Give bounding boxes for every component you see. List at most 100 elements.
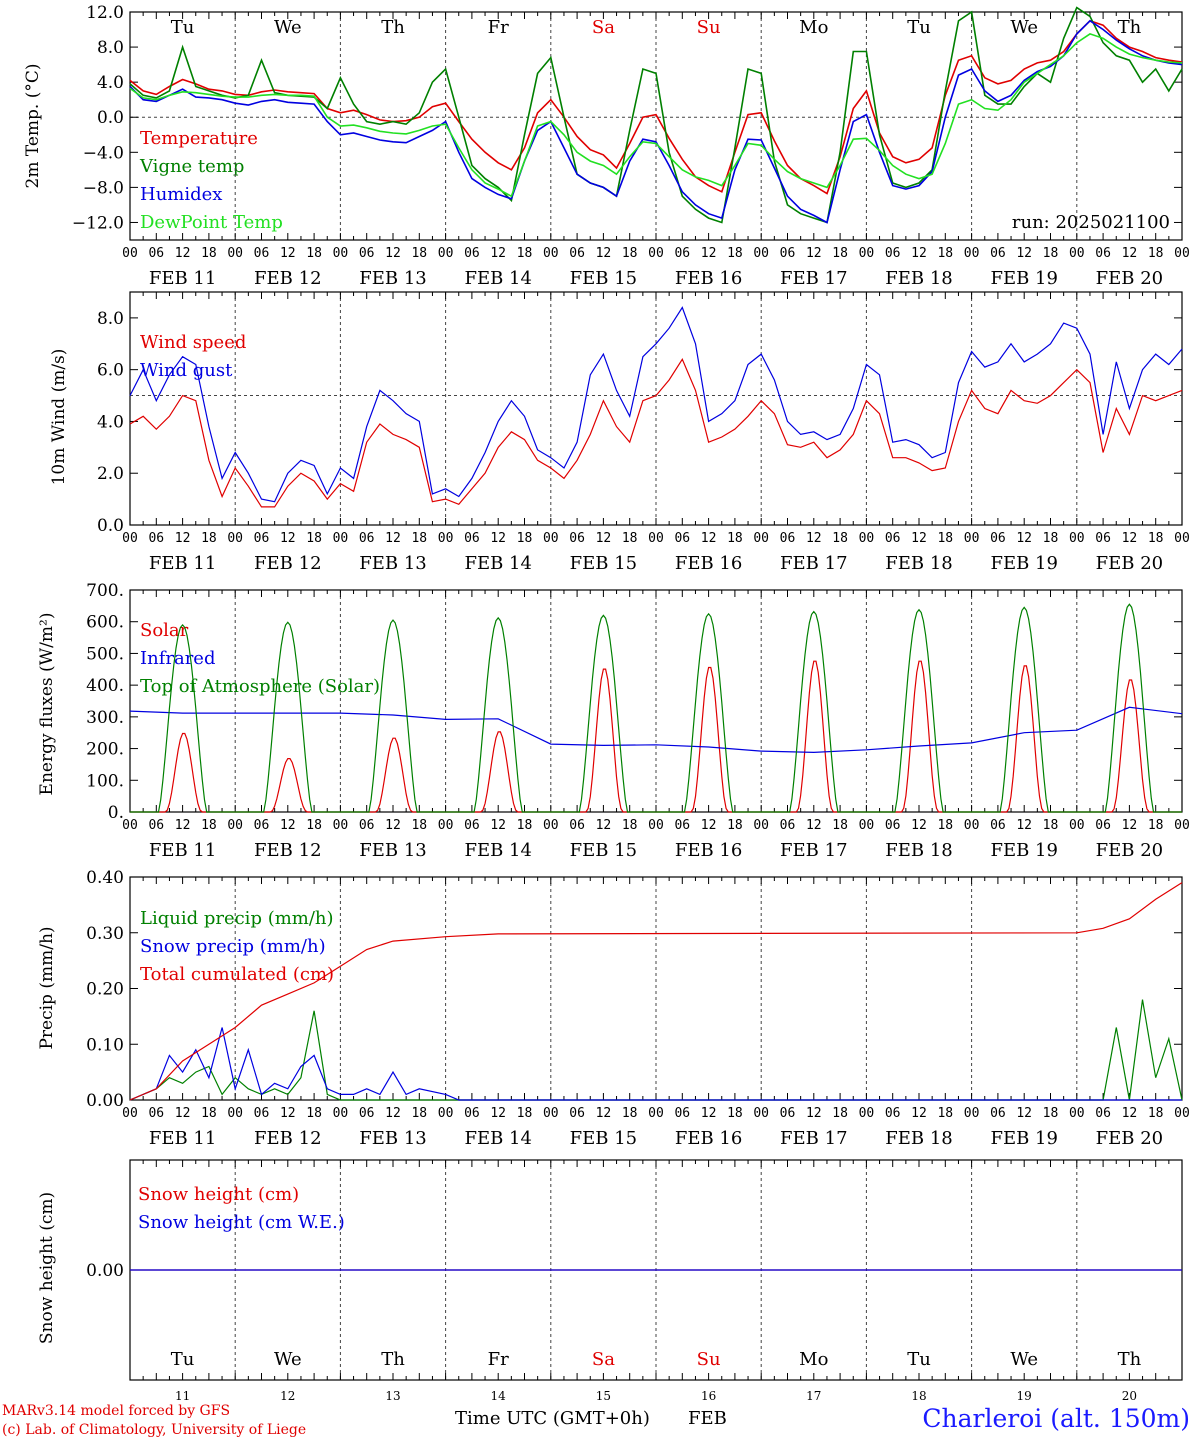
hour-tick-label: 06 xyxy=(254,531,270,546)
legend-vigne-temp: Vigne temp xyxy=(139,156,244,177)
y-tick-label: 8.0 xyxy=(97,38,124,58)
date-label: FEB 13 xyxy=(359,268,426,289)
date-label: FEB 18 xyxy=(885,553,952,574)
hour-tick-label: 00 xyxy=(333,1106,349,1121)
hour-tick-label: 12 xyxy=(175,1106,191,1121)
hour-tick-label: 00 xyxy=(753,246,769,261)
hour-tick-label: 00 xyxy=(333,531,349,546)
hour-tick-label: 18 xyxy=(517,246,533,261)
time-axis-label: Time UTC (GMT+0h) xyxy=(455,1408,650,1429)
hour-tick-label: 18 xyxy=(201,1106,217,1121)
hour-tick-label: 18 xyxy=(411,246,427,261)
hour-tick-label: 06 xyxy=(990,818,1006,833)
hour-tick-label: 18 xyxy=(1148,1106,1164,1121)
hour-tick-label: 12 xyxy=(1016,1106,1032,1121)
y-tick-label: 0.0 xyxy=(97,108,124,128)
y-tick-label: −12.0 xyxy=(72,213,124,233)
hour-tick-label: 18 xyxy=(937,531,953,546)
y-tick-label: 0.30 xyxy=(86,924,124,944)
lab-credit: (c) Lab. of Climatology, University of L… xyxy=(2,1422,306,1438)
hour-tick-label: 00 xyxy=(964,531,980,546)
weekday-label: We xyxy=(1010,1349,1038,1370)
hour-tick-label: 00 xyxy=(1174,246,1190,261)
day-number: 15 xyxy=(596,1389,611,1403)
weekday-label: Sa xyxy=(592,1349,615,1370)
hour-tick-label: 06 xyxy=(990,246,1006,261)
weekday-label: Fr xyxy=(488,1349,509,1370)
series-line xyxy=(129,33,1183,198)
hour-tick-label: 18 xyxy=(832,818,848,833)
hour-tick-label: 12 xyxy=(1122,531,1138,546)
date-label: FEB 19 xyxy=(990,1128,1057,1149)
hour-tick-label: 00 xyxy=(227,818,243,833)
legend-total-cumulated: Total cumulated (cm) xyxy=(140,964,334,985)
hour-tick-label: 18 xyxy=(411,1106,427,1121)
hour-tick-label: 18 xyxy=(306,1106,322,1121)
hour-tick-label: 00 xyxy=(543,818,559,833)
hour-tick-label: 12 xyxy=(175,246,191,261)
wind-ylabel: 10m Wind (m/s) xyxy=(49,349,69,486)
date-label: FEB 17 xyxy=(780,268,847,289)
hour-tick-label: 00 xyxy=(333,246,349,261)
date-label: FEB 14 xyxy=(464,553,531,574)
hour-tick-label: 18 xyxy=(1043,1106,1059,1121)
hour-tick-label: 12 xyxy=(806,246,822,261)
y-tick-label: 4.0 xyxy=(97,73,124,93)
weekday-label: Tu xyxy=(171,17,195,38)
hour-tick-label: 18 xyxy=(1148,818,1164,833)
hour-tick-label: 06 xyxy=(990,1106,1006,1121)
hour-tick-label: 18 xyxy=(517,818,533,833)
hour-tick-label: 12 xyxy=(385,246,401,261)
hour-tick-label: 00 xyxy=(1069,246,1085,261)
hour-tick-label: 06 xyxy=(569,818,585,833)
series-line xyxy=(129,19,1183,224)
hour-tick-label: 00 xyxy=(859,531,875,546)
legend-snow-we: Snow height (cm W.E.) xyxy=(138,1212,345,1233)
snow-ylabel: Snow height (cm) xyxy=(37,1192,57,1344)
series-line xyxy=(129,306,1183,503)
y-tick-label: −4.0 xyxy=(83,143,124,163)
hour-tick-label: 12 xyxy=(806,818,822,833)
hour-tick-label: 12 xyxy=(1016,818,1032,833)
y-tick-label: 12.0 xyxy=(86,3,124,23)
day-number: 18 xyxy=(911,1389,926,1403)
hour-tick-label: 12 xyxy=(701,246,717,261)
hour-tick-label: 00 xyxy=(1174,531,1190,546)
hour-tick-label: 06 xyxy=(885,531,901,546)
legend-dewpoint: DewPoint Temp xyxy=(140,212,283,233)
date-label: FEB 18 xyxy=(885,1128,952,1149)
y-tick-label: 2.0 xyxy=(97,464,124,484)
date-label: FEB 13 xyxy=(359,1128,426,1149)
date-label: FEB 15 xyxy=(570,1128,637,1149)
hour-tick-label: 00 xyxy=(543,246,559,261)
legend-snow-precip: Snow precip (mm/h) xyxy=(140,936,326,957)
series-line xyxy=(129,706,1183,754)
hour-tick-label: 18 xyxy=(1148,246,1164,261)
legend-solar: Solar xyxy=(140,620,189,641)
weekday-label: Tu xyxy=(907,1349,931,1370)
hour-tick-label: 12 xyxy=(280,818,296,833)
hour-tick-label: 06 xyxy=(148,531,164,546)
hour-tick-label: 18 xyxy=(727,531,743,546)
temperature-panel: 2m Temp. (°C) Temperature Vigne temp Hum… xyxy=(23,3,1190,289)
hour-tick-label: 00 xyxy=(1174,1106,1190,1121)
hour-tick-label: 06 xyxy=(148,246,164,261)
hour-tick-label: 00 xyxy=(1069,1106,1085,1121)
hour-tick-label: 00 xyxy=(648,531,664,546)
date-label: FEB 19 xyxy=(990,268,1057,289)
hour-tick-label: 18 xyxy=(1148,531,1164,546)
day-number: 17 xyxy=(806,1389,821,1403)
hour-tick-label: 00 xyxy=(333,818,349,833)
hour-tick-label: 00 xyxy=(227,1106,243,1121)
hour-tick-label: 00 xyxy=(859,1106,875,1121)
hour-tick-label: 00 xyxy=(753,1106,769,1121)
hour-tick-label: 00 xyxy=(964,1106,980,1121)
hour-tick-label: 12 xyxy=(1122,818,1138,833)
y-tick-label: 500. xyxy=(86,644,124,664)
hour-tick-label: 18 xyxy=(832,246,848,261)
hour-tick-label: 00 xyxy=(1174,818,1190,833)
date-label: FEB 12 xyxy=(254,268,321,289)
hour-tick-label: 12 xyxy=(911,246,927,261)
date-label: FEB 12 xyxy=(254,1128,321,1149)
